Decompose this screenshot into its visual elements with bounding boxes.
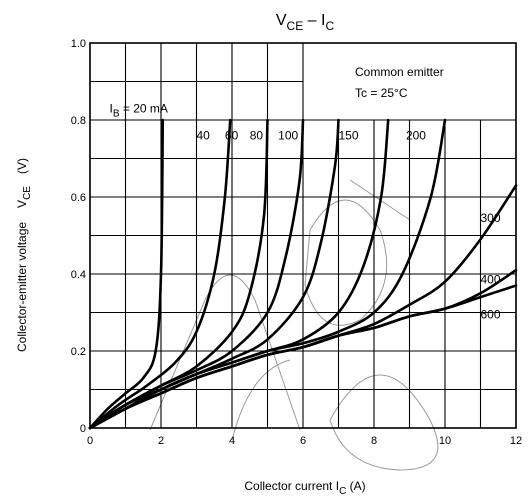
plot-grid (89, 42, 517, 429)
series-label-5: 150 (339, 128, 359, 142)
series-labels: IB = 20 mA 40 60 80 100 150 200 300 400 600 (110, 101, 501, 321)
series-label-7: 300 (481, 211, 501, 225)
annotation-line-1: Common emitter (355, 65, 444, 79)
y-tick-label: 0.6 (71, 192, 86, 204)
series-curve-6 (88, 118, 447, 430)
series-label-9: 600 (481, 307, 501, 321)
series-label-6: 200 (406, 128, 426, 142)
plot-axes: 0 2 4 6 8 10 12 0 0.2 0.4 0.6 0.8 1.0 (71, 38, 522, 447)
series-label-4: 100 (278, 128, 298, 142)
x-tick-label: 6 (300, 435, 306, 447)
series-label-3: 80 (250, 128, 264, 142)
x-tick-label: 0 (87, 435, 93, 447)
series-curve-4 (88, 118, 340, 430)
x-tick-label: 12 (510, 435, 522, 447)
conditions-annotation: Common emitter Tc = 25°C (355, 65, 444, 100)
y-tick-label: 0 (80, 423, 86, 435)
y-tick-label: 1.0 (71, 38, 86, 50)
x-tick-label: 2 (158, 435, 164, 447)
y-tick-label: 0.4 (71, 269, 86, 281)
chart-title: VCE – IC (276, 12, 335, 33)
series-label-2: 60 (225, 128, 239, 142)
series-label-0: IB = 20 mA (110, 101, 168, 119)
plot-frame (89, 42, 517, 429)
x-tick-label: 4 (229, 435, 235, 447)
x-tick-label: 10 (439, 435, 451, 447)
series-curve-9 (88, 284, 518, 430)
y-tick-label: 0.8 (71, 115, 86, 127)
x-axis-label: Collector current IC (A) (244, 479, 365, 497)
annotation-line-2: Tc = 25°C (355, 86, 408, 100)
x-tick-label: 8 (371, 435, 377, 447)
y-axis-label: Collector-emitter voltageVCE(V) (15, 158, 33, 352)
series-curve-0 (88, 118, 165, 430)
series-label-8: 400 (481, 273, 501, 287)
series-curve-1 (88, 118, 232, 430)
series-label-1: 40 (197, 128, 211, 142)
y-tick-label: 0.2 (71, 346, 86, 358)
series-curves (88, 118, 518, 430)
